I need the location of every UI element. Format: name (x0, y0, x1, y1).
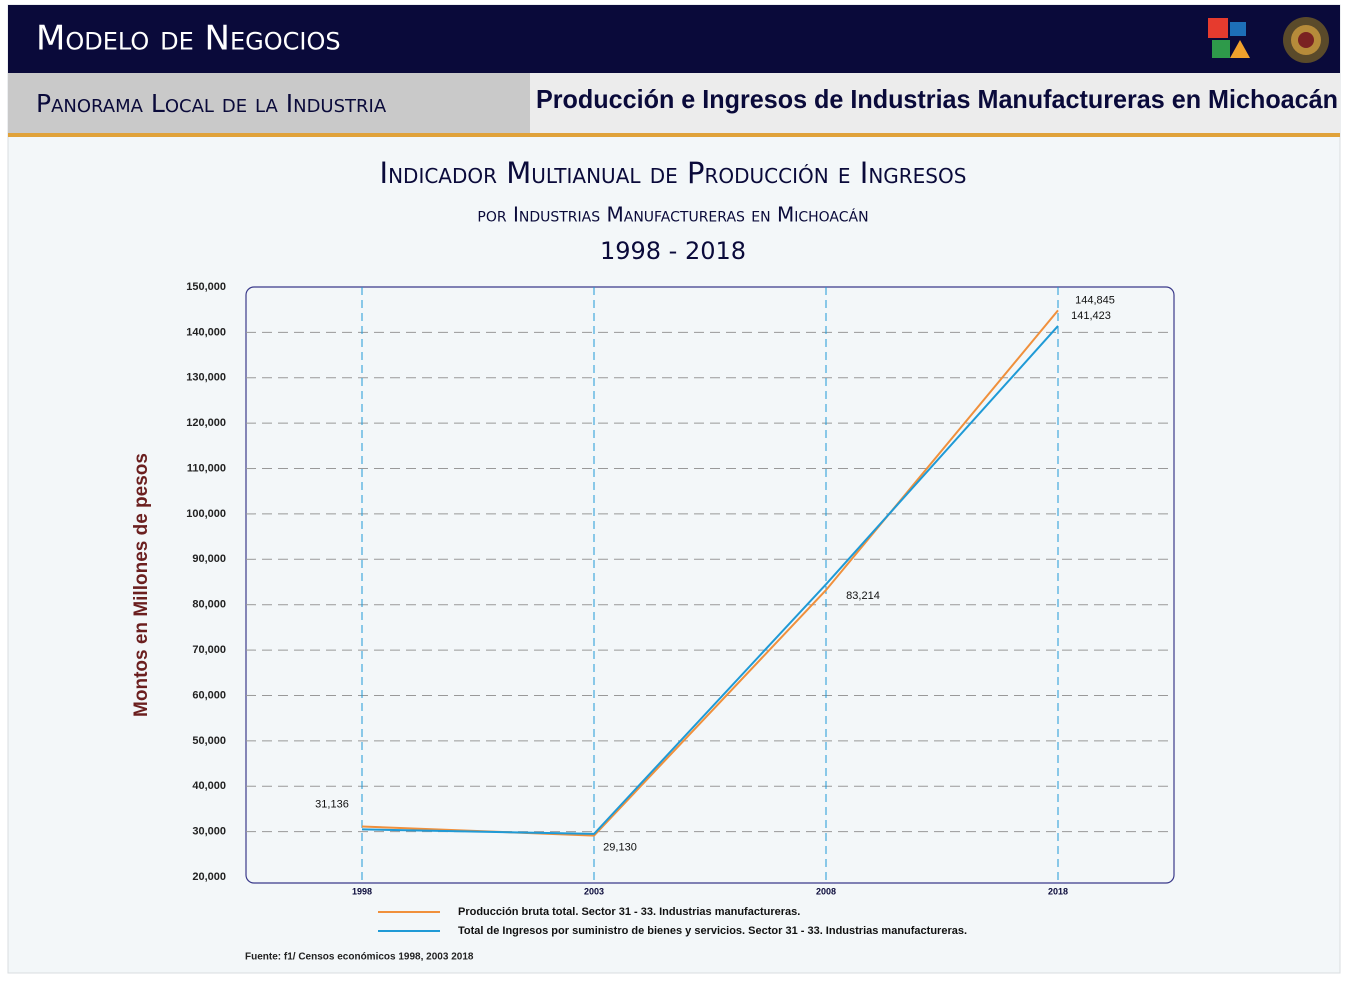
y-tick-label: 90,000 (192, 553, 226, 565)
y-tick-label: 40,000 (192, 780, 226, 792)
y-tick-label: 80,000 (192, 599, 226, 611)
data-label: 141,423 (1071, 310, 1111, 322)
series-line (361, 325, 1059, 835)
y-tick-label: 140,000 (186, 326, 226, 338)
chart-subtitle: por Industrias Manufactureras en Michoac… (477, 203, 868, 227)
topic-title: Producción e Ingresos de Industrias Manu… (536, 84, 1338, 114)
legend-label: Total de Ingresos por suministro de bien… (458, 925, 967, 937)
y-tick-label: 150,000 (186, 281, 226, 293)
y-tick-label: 70,000 (192, 644, 226, 656)
data-label: 144,845 (1075, 294, 1115, 306)
plot-frame (245, 286, 1175, 884)
x-tick-label: 2018 (1048, 886, 1068, 896)
section-bar (8, 73, 530, 133)
accent-line (8, 133, 1340, 137)
y-tick-label: 20,000 (192, 871, 226, 883)
chart-period: 1998 - 2018 (600, 237, 746, 265)
y-tick-label: 100,000 (186, 508, 226, 520)
topic-bar (530, 73, 1340, 133)
slide-bg (7, 4, 1341, 974)
source: Fuente: f1/ Censos económicos 1998, 2003… (245, 952, 474, 963)
legend-label: Producción bruta total. Sector 31 - 33. … (458, 906, 800, 918)
y-tick-label: 60,000 (192, 689, 226, 701)
data-label: 29,130 (603, 841, 637, 853)
chart-title: Indicador Multianual de Producción e Ing… (380, 156, 967, 190)
y-tick-label: 30,000 (192, 826, 226, 838)
y-tick-label: 120,000 (186, 417, 226, 429)
top-bar (8, 5, 1340, 73)
x-tick-label: 2003 (584, 886, 604, 896)
x-tick-label: 2008 (816, 886, 836, 896)
y-tick-label: 130,000 (186, 372, 226, 384)
x-tick-label: 1998 (352, 886, 372, 896)
y-axis-label: Montos en Millones de pesos (131, 453, 152, 717)
section-title: Panorama Local de la Industria (36, 89, 387, 118)
logo (1208, 17, 1329, 63)
y-tick-label: 110,000 (187, 462, 226, 474)
data-label: 31,136 (315, 798, 349, 810)
y-tick-label: 50,000 (192, 735, 226, 747)
data-label: 83,214 (846, 590, 880, 602)
header-title: Modelo de Negocios (36, 19, 341, 59)
